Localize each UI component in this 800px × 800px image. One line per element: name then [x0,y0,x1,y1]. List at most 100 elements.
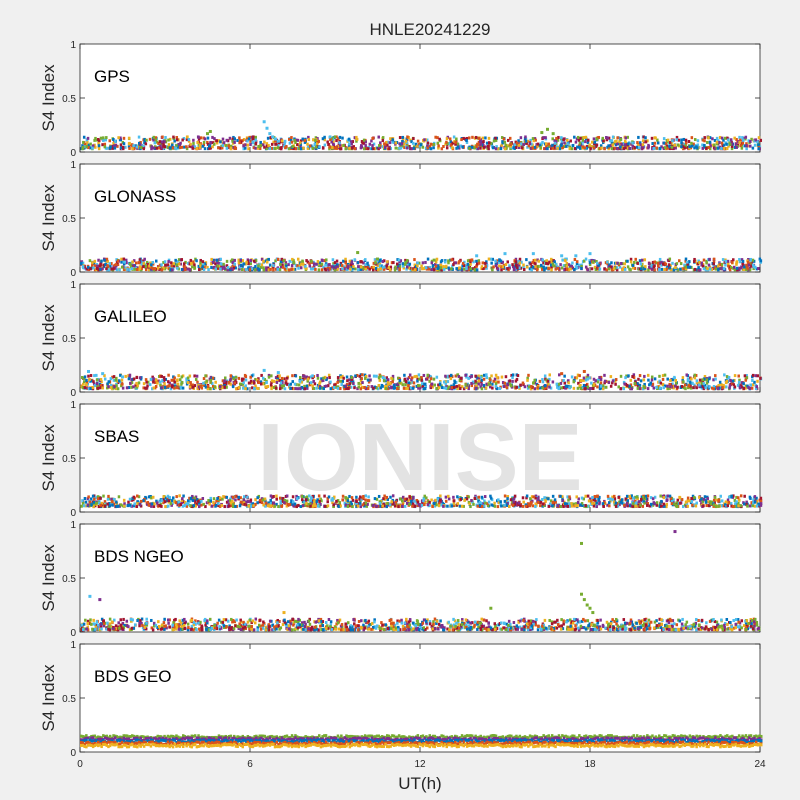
data-point [601,384,605,388]
data-point [590,144,593,148]
data-point [466,262,469,266]
data-point [86,140,89,144]
data-point [247,266,250,270]
data-point [344,147,347,151]
data-point [279,384,282,388]
data-point [545,144,548,148]
data-point [588,376,591,380]
data-point [695,145,698,149]
data-point [712,385,716,389]
data-point [409,386,413,390]
data-point [631,144,634,148]
data-point [712,378,715,382]
data-point [623,267,627,271]
data-point [115,376,118,380]
data-point [345,264,349,268]
data-point [727,264,730,268]
data-point [452,504,456,508]
data-point [574,265,578,269]
data-point [92,380,95,384]
data-point [103,374,106,378]
data-point [101,386,104,390]
highlight-point [560,254,564,258]
data-point [125,386,129,390]
data-point [580,501,584,505]
data-point [553,264,556,268]
data-point [497,380,500,384]
data-point [725,375,729,379]
data-point [303,387,307,391]
data-point [716,146,720,150]
data-point [508,264,511,268]
data-point [138,258,142,262]
data-point [117,495,121,499]
data-point [415,498,419,502]
data-point [254,142,258,146]
data-point [656,141,660,145]
data-point [460,267,463,271]
data-point [269,383,273,387]
data-point [238,136,241,140]
data-point [454,386,458,390]
data-point [347,144,351,148]
data-point [169,146,172,150]
data-point [225,138,229,142]
data-point [349,140,353,144]
data-point [189,142,192,146]
data-point [351,380,355,384]
data-point [658,146,662,150]
data-point [390,261,394,265]
data-point [560,139,564,143]
data-point [561,496,564,500]
data-point [360,386,364,390]
data-point [259,265,263,269]
data-point [634,380,637,384]
data-point [404,258,407,262]
data-point [730,379,733,383]
data-point [280,257,284,261]
axes-box [79,43,761,153]
data-point [314,267,317,271]
data-point [609,375,613,379]
data-point [698,383,701,387]
data-point [642,135,645,139]
data-point [239,496,242,500]
data-point [419,143,423,147]
data-point [109,386,113,390]
data-point [482,377,486,381]
data-point [718,263,721,267]
data-point [688,380,692,384]
data-point [702,382,706,386]
data-point [391,377,395,381]
data-point [136,502,140,506]
data-point [260,257,264,261]
data-point [135,266,139,270]
data-point [403,262,407,266]
data-point [496,376,499,380]
data-point [211,376,215,380]
data-point [551,137,554,141]
data-point [399,146,403,150]
data-point [470,374,473,378]
data-point [299,144,302,148]
data-point [564,386,567,390]
data-point [482,145,486,149]
data-point [624,376,627,380]
data-point [87,387,91,391]
data-point [562,138,565,142]
data-point [333,146,337,150]
data-point [518,257,522,261]
data-point [253,381,256,385]
data-point [132,259,136,263]
data-point [618,265,622,269]
data-point [437,383,440,387]
data-point [586,377,589,381]
data-point [705,381,709,385]
data-point [504,263,508,267]
data-point [698,381,701,385]
data-point [465,140,469,144]
data-point [465,375,468,379]
data-point [529,262,532,266]
data-point [290,267,294,271]
